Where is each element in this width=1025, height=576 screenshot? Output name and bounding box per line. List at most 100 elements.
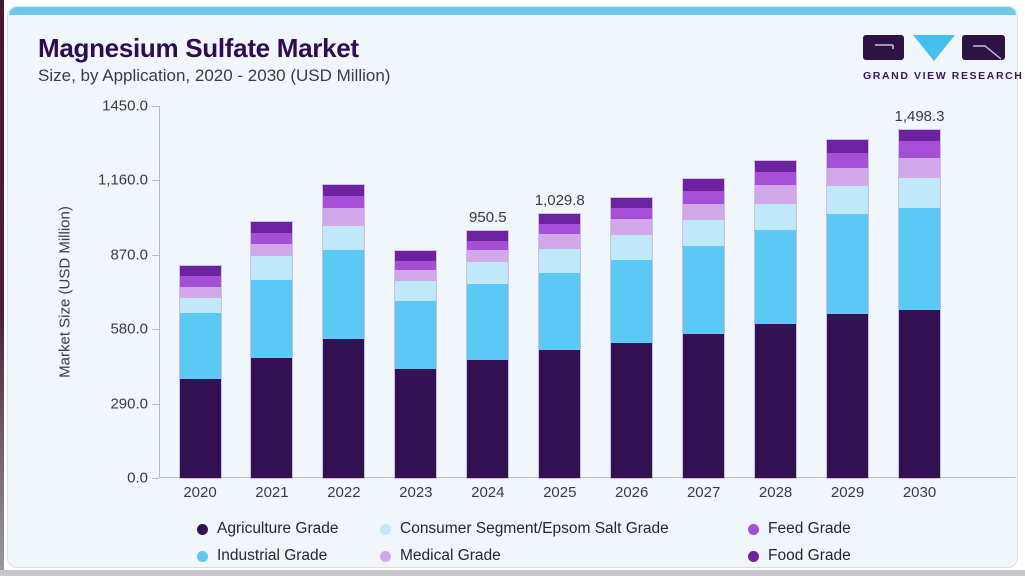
bar-segment-medical-grade [251, 243, 293, 257]
bar-segment-food-grade [755, 160, 797, 172]
page-subtitle: Size, by Application, 2020 - 2030 (USD M… [38, 66, 391, 85]
bar-segment-consumer-segment-epsom-salt-grade [467, 262, 509, 284]
bar-segment-agriculture-grade [755, 323, 797, 478]
y-tick-mark [152, 180, 159, 182]
bar-2027 [683, 179, 725, 478]
legend-label: Consumer Segment/Epsom Salt Grade [400, 520, 669, 537]
bar-segment-consumer-segment-epsom-salt-grade [755, 203, 797, 230]
bar-segment-industrial-grade [179, 313, 221, 379]
gvr-logo-text: GRAND VIEW RESEARCH [863, 70, 1024, 82]
data-label-2024: 950.5 [469, 209, 507, 227]
bar-segment-agriculture-grade [395, 368, 437, 478]
x-axis-label-2028: 2028 [758, 484, 793, 501]
y-axis-line [159, 106, 160, 478]
bar-segment-industrial-grade [755, 229, 797, 324]
bar-segment-agriculture-grade [611, 342, 653, 478]
bar-segment-medical-grade [179, 287, 221, 299]
bar-2030: 1,498.3 [894, 108, 945, 478]
page-title: Magnesium Sulfate Market [38, 33, 359, 63]
bar-segment-agriculture-grade [539, 350, 581, 478]
legend-color-dot [197, 550, 208, 562]
bar-segment-medical-grade [395, 269, 437, 281]
bar-segment-consumer-segment-epsom-salt-grade [539, 248, 581, 273]
legend-item-food-grade: Food Grade [748, 545, 851, 567]
legend-color-dot [380, 523, 391, 535]
bar-2028 [755, 160, 797, 478]
bar-segment-agriculture-grade [179, 378, 221, 478]
bar-segment-food-grade [251, 222, 293, 233]
bar-segment-agriculture-grade [683, 333, 725, 478]
legend-label: Medical Grade [400, 547, 501, 564]
bar-segment-feed-grade [467, 240, 509, 251]
bar-2026 [611, 197, 653, 478]
bar-segment-agriculture-grade [251, 357, 293, 478]
bar-segment-industrial-grade [467, 283, 509, 360]
y-tick-label: 290.0 [110, 395, 148, 413]
y-tick-mark [152, 403, 159, 405]
window-bottom-edge [0, 570, 1025, 576]
bar-segment-feed-grade [179, 276, 221, 288]
bar-segment-feed-grade [251, 232, 293, 244]
top-accent-bar [9, 7, 1016, 15]
gvr-logo: GRAND VIEW RESEARCH [863, 33, 1024, 82]
bar-segment-medical-grade [323, 208, 365, 226]
bar-segment-feed-grade [611, 208, 653, 220]
bar-segment-industrial-grade [611, 260, 653, 343]
bar-segment-medical-grade [683, 203, 725, 221]
chart-legend: Agriculture Grade Consumer Segment/Epsom … [197, 518, 851, 567]
legend-label: Feed Grade [768, 520, 851, 537]
bar-segment-consumer-segment-epsom-salt-grade [611, 235, 653, 261]
bar-segment-medical-grade [827, 167, 869, 187]
y-tick-label: 1,160.0 [97, 171, 148, 189]
bar-segment-feed-grade [395, 261, 437, 270]
bar-segment-food-grade [467, 231, 509, 241]
bar-2024: 950.5 [467, 209, 509, 478]
bar-segment-medical-grade [899, 157, 940, 178]
bar-segment-agriculture-grade [467, 359, 509, 478]
bar-2029 [827, 139, 869, 478]
bar-segment-agriculture-grade [899, 310, 940, 478]
legend-item-industrial-grade: Industrial Grade [197, 545, 380, 567]
legend-color-dot [197, 523, 208, 535]
x-axis-line [159, 477, 1016, 478]
bar-segment-feed-grade [323, 196, 365, 209]
bar-segment-consumer-segment-epsom-salt-grade [323, 225, 365, 250]
legend-color-dot [748, 523, 759, 535]
bar-segment-food-grade [683, 179, 725, 192]
bar-segment-feed-grade [827, 152, 869, 168]
bar-segment-industrial-grade [251, 279, 293, 358]
y-tick-label: 580.0 [110, 320, 148, 338]
y-tick-mark [152, 106, 159, 107]
legend-item-feed-grade: Feed Grade [748, 518, 851, 540]
bar-segment-food-grade [179, 266, 221, 277]
bar-segment-medical-grade [467, 250, 509, 262]
bar-segment-food-grade [611, 197, 653, 209]
bar-segment-medical-grade [755, 185, 797, 204]
bar-segment-food-grade [827, 139, 869, 153]
bar-segment-medical-grade [611, 219, 653, 236]
y-axis-title: Market Size (USD Million) [56, 206, 74, 378]
bar-segment-industrial-grade [899, 207, 940, 311]
legend-color-dot [380, 550, 391, 562]
bar-segment-feed-grade [755, 171, 797, 186]
bar-2020 [179, 266, 221, 478]
bar-segment-food-grade [539, 213, 581, 224]
x-axis-label-2022: 2022 [327, 484, 361, 501]
bar-segment-feed-grade [683, 191, 725, 204]
bar-segment-consumer-segment-epsom-salt-grade [251, 256, 293, 280]
bar-segment-food-grade [899, 130, 940, 142]
data-label-2030: 1,498.3 [894, 108, 945, 126]
bar-segment-feed-grade [539, 223, 581, 234]
x-axis-label-2023: 2023 [399, 484, 433, 501]
legend-color-dot [748, 550, 759, 562]
bar-segment-industrial-grade [827, 213, 869, 314]
x-axis-label-2029: 2029 [830, 484, 865, 501]
bar-2025: 1,029.8 [535, 192, 585, 478]
y-tick-label: 0.0 [127, 469, 148, 487]
y-tick-mark [152, 329, 159, 331]
y-tick-mark [152, 478, 159, 479]
y-tick-mark [152, 254, 159, 256]
window-left-edge [0, 0, 4, 570]
x-axis-label-2021: 2021 [255, 484, 289, 501]
legend-item-agriculture-grade: Agriculture Grade [197, 518, 380, 540]
